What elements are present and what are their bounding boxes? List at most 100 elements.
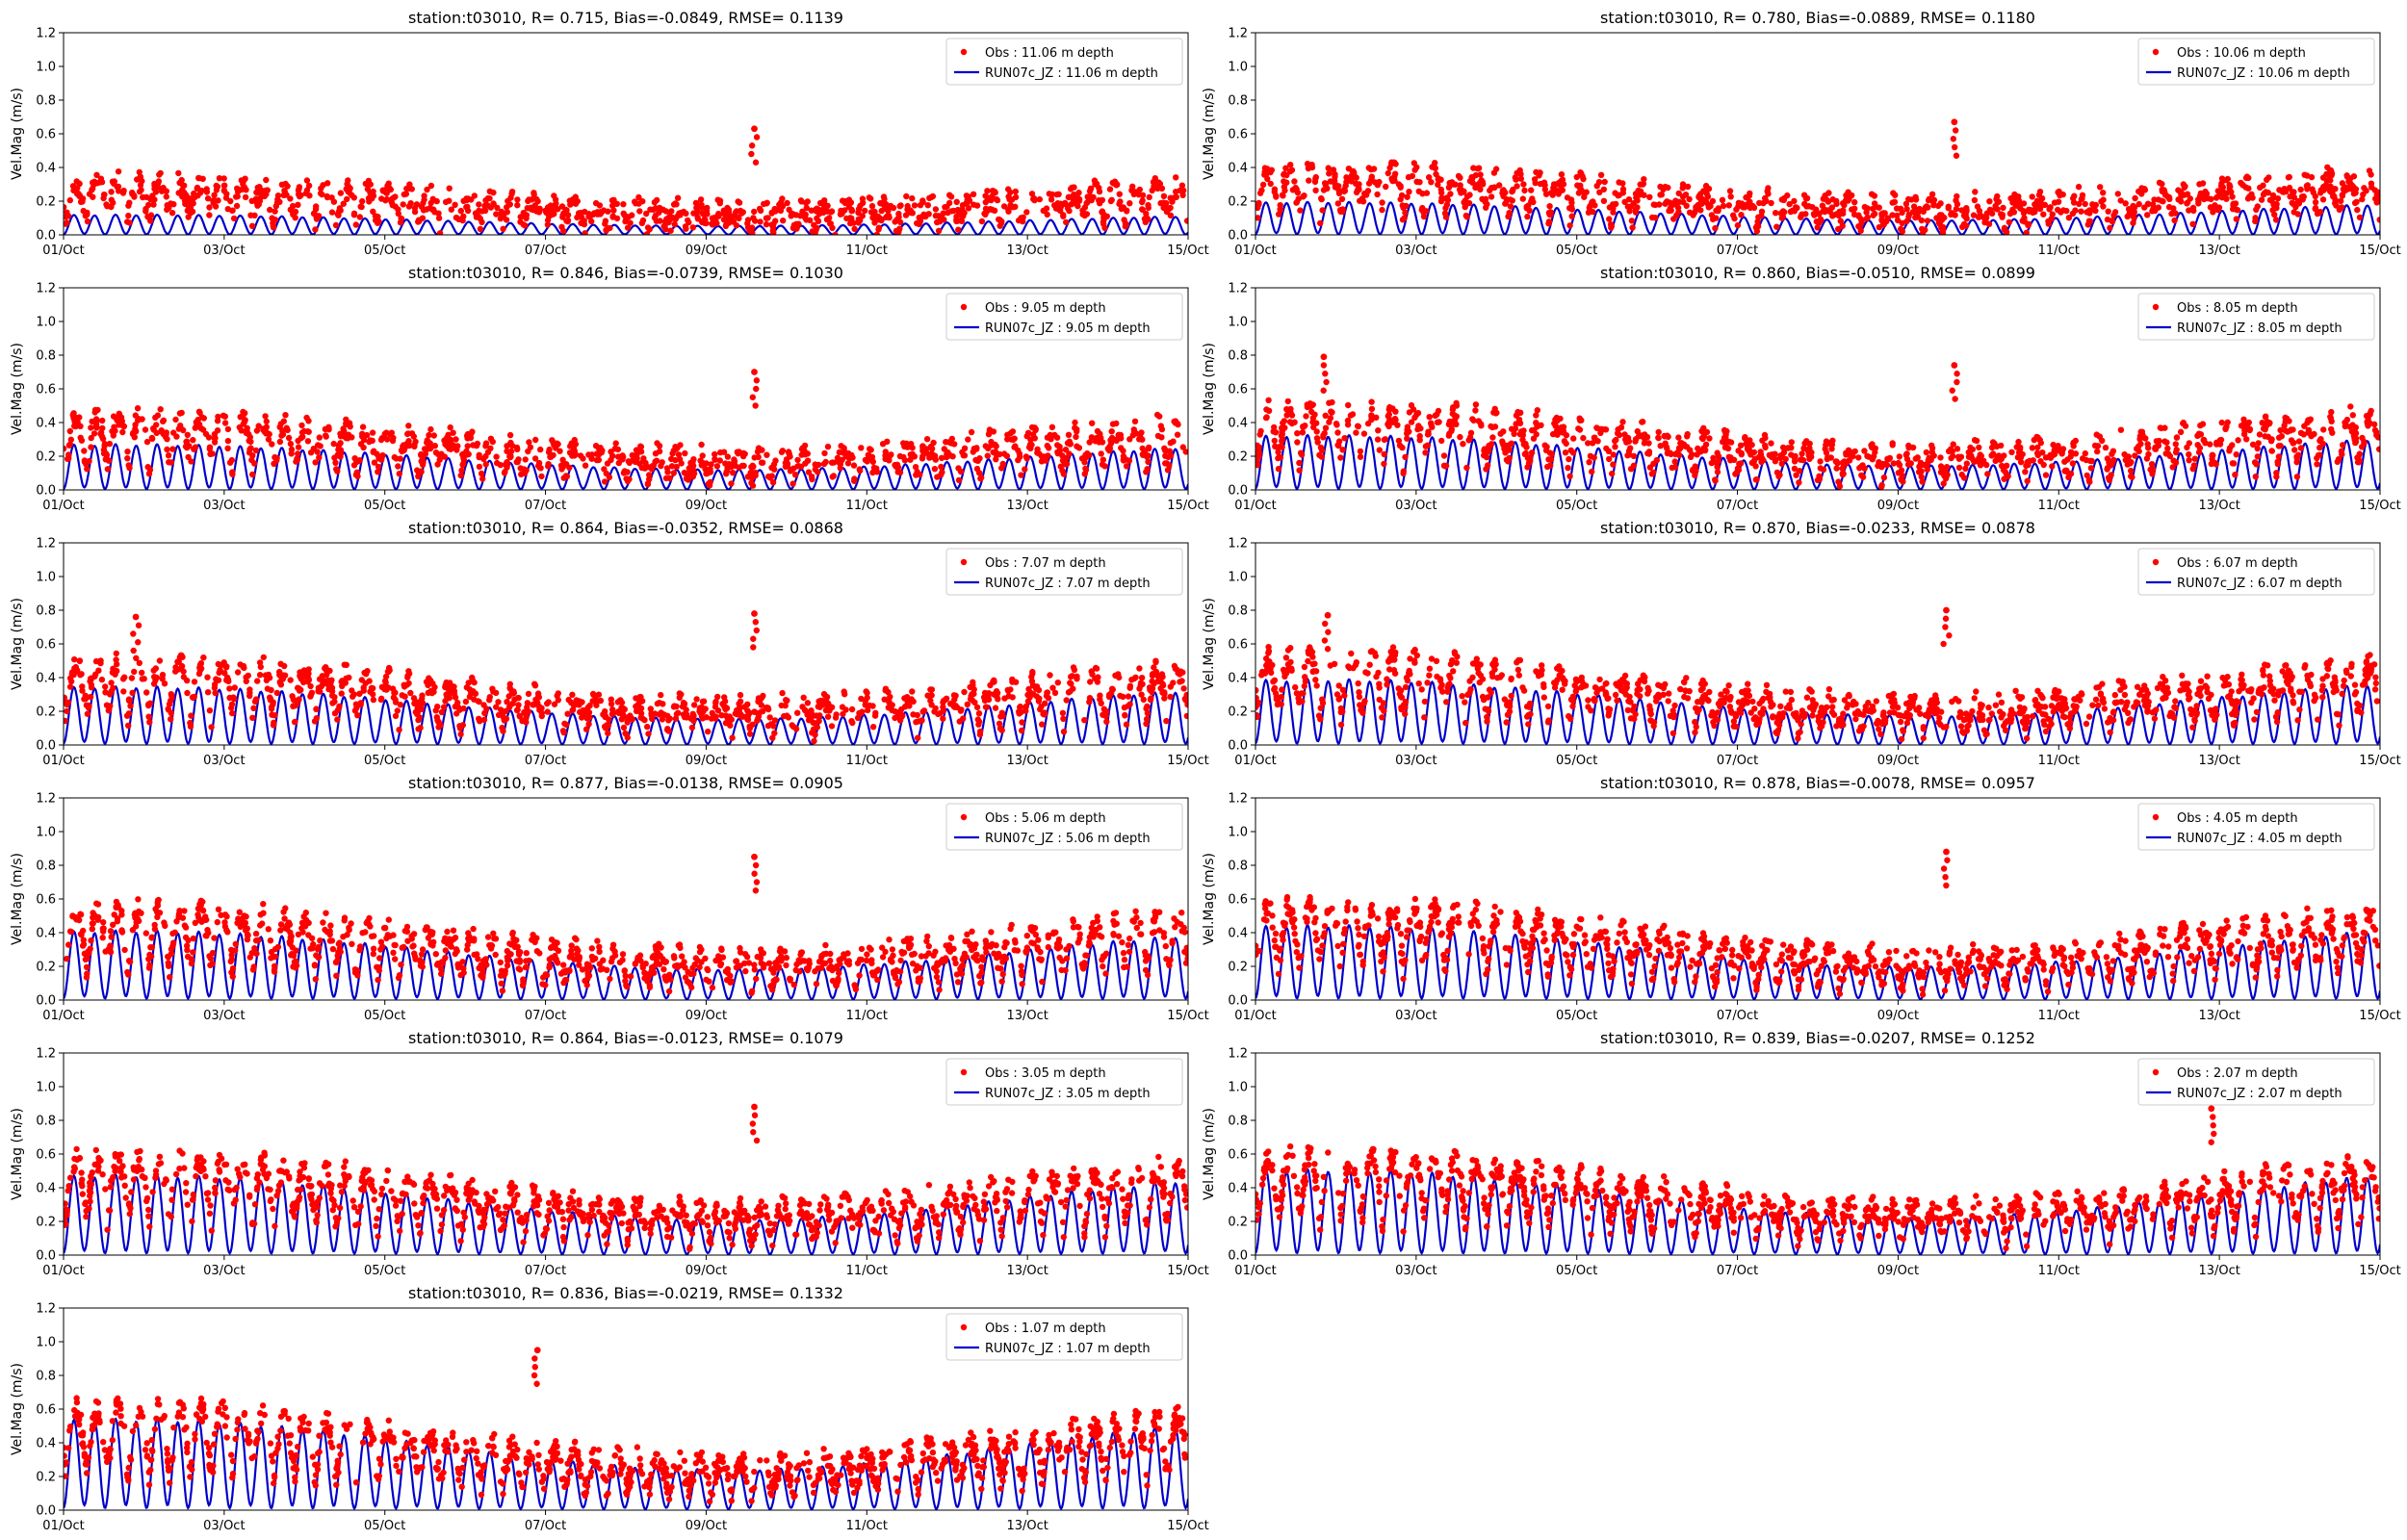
obs-series-points: [1254, 159, 2383, 236]
obs-peak-point: [752, 1113, 758, 1118]
x-tick-label: 11/Oct: [846, 754, 888, 768]
y-tick-label: 0.2: [1228, 450, 1248, 465]
obs-peak-point: [2210, 1114, 2215, 1119]
obs-peak-point: [136, 623, 142, 629]
x-tick-label: 01/Oct: [42, 244, 84, 258]
legend-obs-marker: [961, 559, 967, 565]
y-axis-label: Vel.Mag (m/s): [1202, 853, 1217, 945]
obs-peak-point: [754, 1138, 760, 1143]
x-tick-label: 13/Oct: [2198, 1264, 2239, 1278]
y-tick-label: 0.6: [1228, 383, 1248, 398]
subplot-6: station:t03010, R= 0.870, Bias=-0.0233, …: [1202, 519, 2401, 768]
obs-peak-point: [754, 134, 760, 140]
x-tick-label: 03/Oct: [1395, 499, 1436, 513]
y-tick-label: 0.0: [36, 739, 56, 754]
x-tick-label: 13/Oct: [1006, 1264, 1048, 1278]
x-tick-label: 07/Oct: [525, 1009, 566, 1023]
plot-area: [1253, 1105, 2383, 1254]
x-tick-label: 09/Oct: [686, 499, 727, 513]
y-tick-label: 1.0: [36, 1336, 56, 1350]
obs-peak-point: [751, 610, 758, 617]
obs-peak-point: [1325, 646, 1331, 652]
obs-peak-point: [1953, 127, 1958, 133]
legend-obs-label: Obs : 8.05 m depth: [2177, 301, 2298, 316]
y-tick-label: 0.6: [36, 893, 56, 908]
subplot-7: station:t03010, R= 0.877, Bias=-0.0138, …: [10, 774, 1209, 1023]
y-tick-label: 0.4: [36, 672, 56, 686]
x-tick-label: 09/Oct: [1877, 244, 1919, 258]
obs-series-points: [1254, 398, 2382, 490]
x-tick-label: 15/Oct: [1167, 1009, 1208, 1023]
obs-peak-point: [1951, 118, 1957, 125]
y-tick-label: 0.4: [36, 417, 56, 431]
obs-peak-point: [1943, 616, 1949, 622]
obs-peak-point: [751, 854, 758, 860]
plot-area: [61, 1347, 1188, 1509]
x-tick-label: 07/Oct: [1717, 1264, 1758, 1278]
obs-series-points: [61, 1395, 1188, 1504]
y-tick-label: 0.6: [1228, 893, 1248, 908]
y-axis-label: Vel.Mag (m/s): [10, 1363, 25, 1455]
legend-obs-marker: [2153, 1069, 2159, 1075]
subplot-2: station:t03010, R= 0.780, Bias=-0.0889, …: [1202, 9, 2401, 258]
legend-obs-label: Obs : 3.05 m depth: [985, 1066, 1106, 1081]
y-tick-label: 0.4: [1228, 162, 1248, 176]
y-tick-label: 1.0: [1228, 826, 1248, 840]
x-tick-label: 05/Oct: [1556, 244, 1597, 258]
obs-peak-point: [1954, 371, 1959, 376]
obs-peak-point: [753, 887, 759, 893]
y-tick-label: 0.8: [36, 604, 56, 619]
obs-peak-point: [1943, 849, 1950, 856]
obs-peak-point: [1322, 371, 1328, 376]
legend-model-label: RUN07c_JZ : 7.07 m depth: [985, 577, 1151, 591]
y-tick-label: 0.0: [1228, 1249, 1248, 1264]
subplot-title: station:t03010, R= 0.864, Bias=-0.0123, …: [408, 1029, 843, 1047]
y-tick-label: 1.0: [1228, 316, 1248, 330]
obs-peak-point: [753, 386, 759, 392]
legend-model-label: RUN07c_JZ : 6.07 m depth: [2177, 577, 2342, 591]
x-tick-label: 09/Oct: [686, 244, 727, 258]
x-tick-label: 05/Oct: [364, 1519, 405, 1533]
legend-obs-label: Obs : 7.07 m depth: [985, 556, 1106, 571]
x-tick-label: 05/Oct: [1556, 1009, 1597, 1023]
y-tick-label: 0.4: [1228, 927, 1248, 941]
y-tick-label: 1.0: [36, 571, 56, 585]
x-tick-label: 11/Oct: [2038, 1009, 2080, 1023]
obs-peak-point: [1946, 632, 1952, 638]
obs-peak-point: [751, 871, 757, 877]
obs-series-points: [61, 168, 1190, 238]
obs-peak-point: [1940, 641, 1946, 647]
y-tick-label: 1.0: [1228, 571, 1248, 585]
obs-peak-point: [1322, 621, 1328, 627]
y-tick-label: 1.2: [36, 282, 56, 296]
y-tick-label: 1.2: [36, 1047, 56, 1062]
obs-peak-point: [1944, 858, 1950, 863]
plot-area: [1253, 849, 2383, 1000]
y-tick-label: 0.8: [36, 1370, 56, 1384]
y-tick-label: 1.0: [36, 1081, 56, 1095]
y-tick-label: 1.2: [36, 27, 56, 41]
legend-model-label: RUN07c_JZ : 1.07 m depth: [985, 1342, 1151, 1356]
obs-peak-point: [750, 1129, 756, 1135]
y-tick-label: 0.6: [36, 638, 56, 653]
x-tick-label: 15/Oct: [1167, 244, 1208, 258]
x-tick-label: 15/Oct: [2359, 1264, 2400, 1278]
x-tick-label: 11/Oct: [2038, 499, 2080, 513]
obs-peak-point: [1325, 612, 1332, 619]
x-tick-label: 11/Oct: [846, 1264, 888, 1278]
x-tick-label: 13/Oct: [1006, 1009, 1048, 1023]
obs-peak-point: [1943, 607, 1950, 614]
y-tick-label: 0.4: [36, 1182, 56, 1196]
obs-peak-point: [750, 1120, 756, 1126]
y-tick-label: 1.2: [1228, 537, 1248, 552]
x-tick-label: 07/Oct: [525, 1264, 566, 1278]
obs-peak-point: [1954, 379, 1959, 385]
y-axis-label: Vel.Mag (m/s): [10, 598, 25, 690]
subplot-title: station:t03010, R= 0.715, Bias=-0.0849, …: [408, 9, 843, 27]
x-tick-label: 15/Oct: [2359, 499, 2400, 513]
obs-peak-point: [133, 614, 140, 621]
obs-peak-point: [534, 1347, 541, 1353]
x-tick-label: 01/Oct: [42, 1009, 84, 1023]
x-tick-label: 13/Oct: [1006, 1519, 1048, 1533]
